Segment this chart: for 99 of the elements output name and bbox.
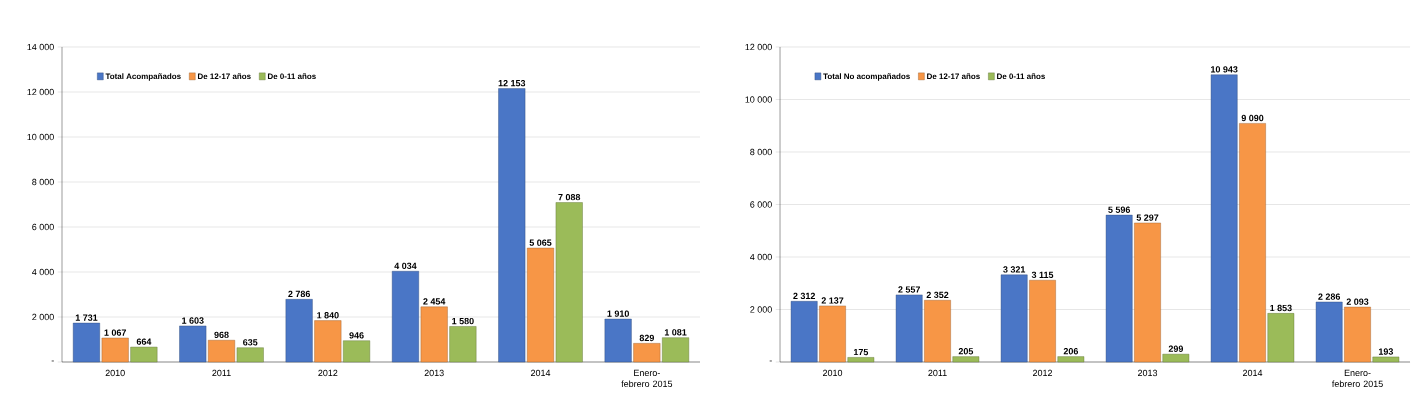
bar — [1105, 214, 1133, 363]
bar — [1344, 306, 1371, 363]
data-label: 635 — [243, 339, 258, 346]
data-label: 829 — [639, 334, 654, 342]
data-label: 12 153 — [498, 79, 526, 87]
x-tick-label: 2012 — [1033, 369, 1053, 377]
bar — [952, 356, 980, 363]
data-label: 2 786 — [288, 290, 311, 298]
bar — [449, 326, 477, 363]
data-label: 5 596 — [1108, 206, 1131, 213]
y-tick-label: 8 000 — [750, 148, 772, 156]
bar — [1029, 280, 1056, 363]
y-tick-label: 6 000 — [32, 223, 54, 231]
bar — [1267, 313, 1295, 363]
y-tick-label: - — [769, 360, 772, 362]
bar — [1372, 356, 1400, 363]
data-label: 1 731 — [75, 314, 98, 321]
y-tick-label: - — [51, 360, 54, 362]
bar — [527, 247, 554, 363]
bar — [1057, 356, 1085, 363]
data-label: 2 312 — [793, 292, 816, 300]
bar — [285, 299, 313, 363]
data-label: 5 065 — [529, 239, 552, 246]
bar — [1134, 222, 1161, 363]
x-tick-label: Enero-febrero 2015 — [621, 369, 673, 387]
bar — [343, 340, 371, 363]
data-label: 2 352 — [926, 291, 949, 299]
bar — [847, 357, 875, 363]
data-label: 206 — [1063, 348, 1079, 355]
data-label: 946 — [349, 332, 364, 339]
bar — [790, 301, 818, 363]
bar — [101, 337, 129, 363]
bar — [72, 322, 100, 363]
data-label: 2 093 — [1346, 298, 1369, 305]
data-label: 664 — [136, 338, 152, 345]
data-label: 175 — [853, 348, 869, 356]
bar — [208, 340, 235, 363]
bar — [314, 320, 342, 363]
data-label: 193 — [1378, 348, 1394, 355]
y-tick-label: 10 000 — [27, 133, 54, 141]
bar — [1239, 123, 1266, 363]
x-tick-label: Enero-febrero 2015 — [1331, 369, 1383, 387]
data-label: 1 840 — [317, 312, 339, 319]
y-tick-label: 12 000 — [745, 43, 772, 51]
data-label: 205 — [958, 348, 974, 355]
y-tick-label: 12 000 — [27, 88, 54, 96]
bar — [633, 343, 661, 363]
y-tick-label: 4 000 — [32, 268, 54, 276]
y-tick-label: 14 000 — [27, 43, 54, 51]
y-tick-label: 10 000 — [745, 96, 772, 103]
data-label: 968 — [214, 331, 229, 339]
bar — [662, 337, 690, 363]
data-label: 299 — [1168, 345, 1184, 352]
bar — [1315, 301, 1343, 363]
y-tick-label: 2 000 — [750, 306, 772, 313]
data-label: 1 067 — [104, 329, 126, 336]
bar — [1210, 74, 1238, 363]
bar — [895, 294, 923, 363]
bar — [391, 271, 419, 363]
bar — [555, 202, 583, 363]
bar — [130, 346, 158, 363]
data-label: 1 580 — [452, 317, 474, 325]
x-tick-label: 2013 — [1138, 369, 1158, 377]
x-tick-label: 2014 — [1243, 369, 1263, 377]
data-label: 3 115 — [1031, 271, 1054, 279]
bar — [420, 306, 448, 363]
data-label: 2 286 — [1318, 293, 1341, 300]
x-tick-label: 2011 — [212, 369, 231, 377]
data-label: 2 454 — [423, 298, 446, 305]
data-label: 1 603 — [182, 317, 204, 324]
bar — [819, 305, 846, 363]
x-tick-label: 2010 — [105, 369, 125, 377]
y-tick-label: 2 000 — [32, 313, 54, 321]
bar — [498, 88, 526, 363]
data-label: 2 137 — [821, 297, 844, 304]
bar — [179, 325, 207, 363]
data-label: 4 034 — [394, 262, 417, 270]
bar — [1000, 274, 1028, 363]
x-tick-label: 2011 — [928, 369, 947, 377]
y-tick-label: 4 000 — [750, 253, 772, 261]
data-label: 3 321 — [1003, 266, 1026, 273]
y-tick-label: 8 000 — [32, 178, 54, 186]
data-label: 2 557 — [898, 286, 920, 293]
data-label: 7 088 — [558, 193, 581, 201]
x-tick-label: 2014 — [530, 369, 551, 377]
bar — [924, 300, 951, 363]
data-label: 1 910 — [607, 310, 629, 317]
data-label: 10 943 — [1211, 66, 1238, 73]
data-label: 1 081 — [664, 329, 687, 336]
bar — [1162, 353, 1190, 363]
y-tick-label: 6 000 — [750, 201, 772, 208]
data-label: 9 090 — [1241, 114, 1264, 122]
bar — [604, 318, 632, 363]
x-tick-label: 2010 — [823, 369, 843, 377]
x-tick-label: 2012 — [318, 369, 338, 377]
data-label: 5 297 — [1136, 214, 1159, 221]
bar — [236, 347, 264, 363]
data-label: 1 853 — [1270, 304, 1292, 312]
x-tick-label: 2013 — [424, 369, 444, 377]
